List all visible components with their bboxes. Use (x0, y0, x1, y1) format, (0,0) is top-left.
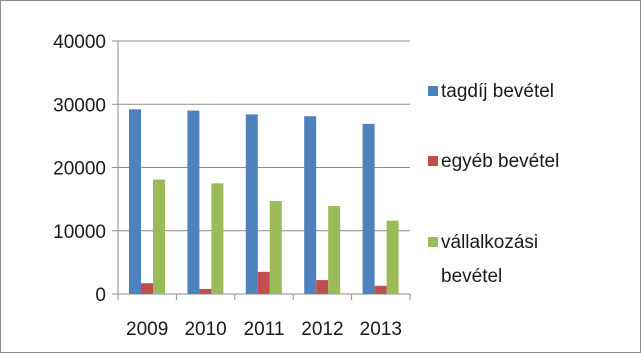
bars (129, 109, 399, 295)
bar-tagdíj-bevétel-2011 (245, 114, 258, 295)
x-tick-label: 2010 (184, 319, 226, 340)
bar-egyéb-bevétel-2009 (141, 283, 153, 294)
x-tick-label: 2013 (360, 319, 402, 340)
bar-vállalkozási-bevétel-2013 (386, 220, 399, 294)
x-tick-label: 2009 (126, 319, 168, 340)
legend: tagdíj bevétel egyéb bevétel vállalkozási b… (428, 81, 559, 287)
legend-swatch (428, 86, 438, 96)
gridlines (118, 40, 410, 232)
y-tick-labels: 0 10000 20000 30000 40000 (53, 32, 106, 306)
bar-tagdíj-bevétel-2009 (129, 109, 141, 294)
x-tick-label: 2011 (244, 319, 285, 340)
bar-egyéb-bevétel-2013 (374, 285, 387, 294)
y-tick-label: 40000 (53, 32, 106, 53)
y-tick-label: 30000 (53, 95, 106, 116)
bar-vállalkozási-bevétel-2010 (211, 183, 224, 294)
bar-tagdíj-bevétel-2010 (187, 110, 200, 294)
bar-egyéb-bevétel-2010 (199, 288, 212, 294)
legend-label: bevétel (441, 266, 502, 287)
bar-vállalkozási-bevétel-2012 (328, 206, 341, 294)
bar-vállalkozási-bevétel-2009 (153, 179, 165, 294)
y-tick-label: 20000 (53, 159, 106, 180)
y-tick-label: 0 (95, 285, 106, 306)
legend-swatch (428, 237, 438, 247)
legend-label: vállalkozási (441, 232, 538, 253)
legend-label: egyéb bevétel (441, 151, 559, 172)
bar-tagdíj-bevétel-2012 (304, 116, 317, 294)
x-tick-label: 2012 (301, 319, 343, 340)
bar-tagdíj-bevétel-2013 (362, 123, 375, 294)
bar-egyéb-bevétel-2011 (257, 271, 270, 294)
bar-vállalkozási-bevétel-2011 (269, 201, 282, 294)
x-tick-labels: 2009 2010 2011 2012 2013 (126, 319, 402, 340)
y-tick-label: 10000 (53, 222, 106, 243)
legend-label: tagdíj bevétel (441, 81, 554, 102)
legend-swatch (428, 156, 438, 166)
bar-egyéb-bevétel-2012 (316, 280, 329, 294)
